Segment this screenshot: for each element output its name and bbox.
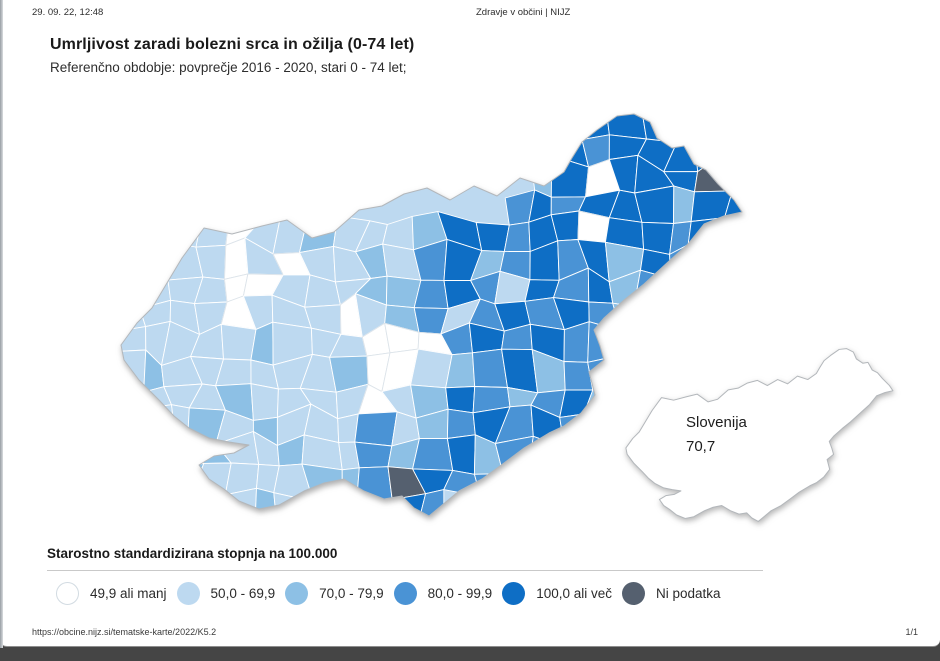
legend-swatch-icon xyxy=(56,582,79,605)
legend-swatch-icon xyxy=(393,582,417,605)
legend-item-label: 80,0 - 99,9 xyxy=(427,586,493,601)
legend-item: 100,0 ali več xyxy=(502,582,612,605)
page-left-shadow xyxy=(0,0,3,648)
footer-url: https://obcine.nijz.si/tematske-karte/20… xyxy=(32,627,217,637)
legend-title: Starostno standardizirana stopnja na 100… xyxy=(47,546,338,561)
legend-item-label: Ni podatka xyxy=(656,586,721,601)
legend-item-label: 70,0 - 79,9 xyxy=(319,586,384,601)
map-legend: Starostno standardizirana stopnja na 100… xyxy=(47,546,763,605)
footer-page-indicator: 1/1 xyxy=(905,627,918,637)
page-subtitle: Referenčno obdobje: povprečje 2016 - 202… xyxy=(50,60,407,75)
legend-item: 50,0 - 69,9 xyxy=(176,582,276,605)
legend-swatch-icon xyxy=(622,582,645,605)
legend-item: 70,0 - 79,9 xyxy=(285,582,384,605)
legend-item-label: 100,0 ali več xyxy=(536,586,612,601)
site-title: Zdravje v občini | NIJZ xyxy=(476,7,571,18)
legend-item: 80,0 - 99,9 xyxy=(393,582,493,605)
legend-row: 49,9 ali manj 50,0 - 69,9 70,0 - 79,9 80,0 … xyxy=(47,582,763,605)
legend-item-label: 49,9 ali manj xyxy=(90,586,167,601)
page-title: Umrljivost zaradi bolezni srca in ožilja… xyxy=(50,36,415,53)
legend-item: 49,9 ali manj xyxy=(56,582,167,605)
legend-item-label: 50,0 - 69,9 xyxy=(210,586,276,601)
legend-swatch-icon xyxy=(176,582,200,605)
print-timestamp: 29. 09. 22, 12:48 xyxy=(32,7,104,18)
legend-divider xyxy=(47,570,763,571)
legend-swatch-icon xyxy=(502,582,526,605)
inset-country-value: 70,7 xyxy=(686,438,716,455)
inset-country-name: Slovenija xyxy=(686,414,747,431)
window-bottom-chrome xyxy=(0,647,940,661)
legend-swatch-icon xyxy=(285,582,309,605)
inset-label: Slovenija 70,7 xyxy=(686,414,747,455)
legend-item: Ni podatka xyxy=(622,582,721,605)
